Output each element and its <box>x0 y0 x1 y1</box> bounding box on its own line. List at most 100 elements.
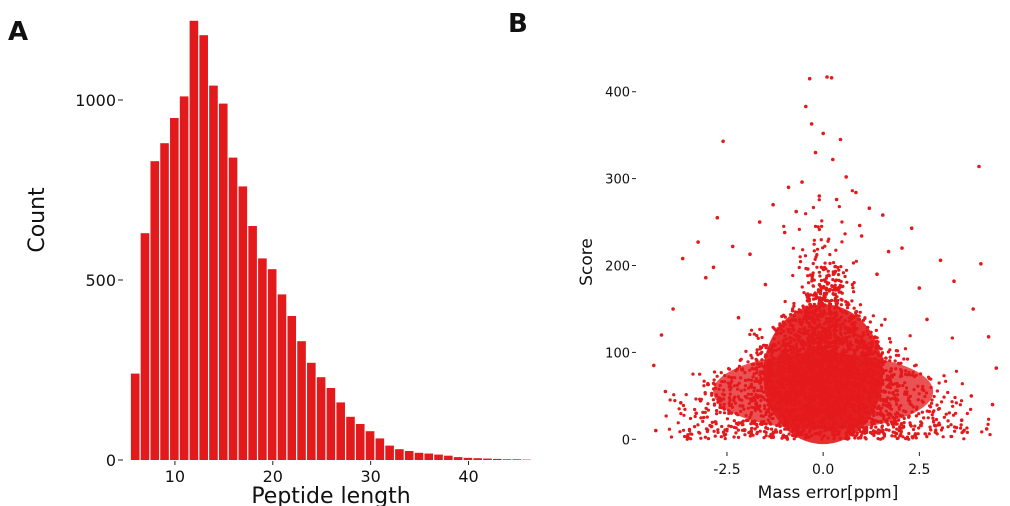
scatter-y-tick-label: 200 <box>605 260 630 275</box>
scatter-point <box>938 258 943 263</box>
scatter-point <box>748 252 752 256</box>
histogram-bar <box>483 458 492 460</box>
histogram-peptide-length: 0 500 1000 10 20 30 40 Count Peptide length <box>25 20 531 506</box>
histogram-bar <box>160 143 169 460</box>
scatter-point <box>804 104 808 109</box>
scatter-point <box>736 315 741 320</box>
histogram-bar <box>199 35 208 460</box>
histogram-bar <box>434 454 443 460</box>
scatter-point <box>984 427 989 431</box>
histogram-bar <box>140 233 150 460</box>
histogram-bar <box>444 455 453 460</box>
scatter-y-tick-label: 300 <box>605 173 630 188</box>
scatter-point <box>694 411 698 416</box>
scatter-point <box>867 206 872 210</box>
scatter-point <box>834 197 839 202</box>
histogram-bar <box>395 449 404 460</box>
scatter-point <box>881 213 885 217</box>
scatter-point <box>721 139 725 144</box>
scatter-point <box>663 389 668 394</box>
histogram-bar <box>307 362 316 460</box>
scatter-point <box>709 424 714 429</box>
histogram-x-ticks: 10 20 30 40 <box>165 461 479 486</box>
scatter-point <box>994 366 999 370</box>
scatter-point <box>977 164 981 169</box>
histogram-bar <box>512 459 522 460</box>
histogram-bar <box>502 459 512 460</box>
scatter-point <box>704 275 708 280</box>
scatter-point <box>829 76 834 80</box>
scatter-point <box>730 244 735 249</box>
scatter-point <box>659 333 664 337</box>
scatter-point <box>821 131 825 136</box>
histogram-bar <box>473 458 482 460</box>
histogram-bar <box>218 103 228 460</box>
scatter-point <box>959 418 964 423</box>
scatter-point <box>932 423 937 428</box>
histogram-bar <box>267 269 277 460</box>
histogram-bar <box>375 438 385 460</box>
histogram-bar <box>453 457 463 460</box>
scatter-point <box>652 363 656 368</box>
histogram-bar <box>297 341 306 460</box>
scatter-point <box>909 226 914 230</box>
scatter-x-tick-label: 0.0 <box>812 462 834 478</box>
histogram-bar <box>238 186 248 460</box>
histogram-x-tick-label: 10 <box>165 467 185 486</box>
scatter-point <box>925 317 929 322</box>
scatter-y-tick-label: 400 <box>605 86 630 101</box>
histogram-x-tick-label: 30 <box>360 467 380 486</box>
histogram-bar <box>424 453 434 460</box>
scatter-point <box>813 150 818 155</box>
panel-a-letter: A <box>8 17 28 47</box>
histogram-bars <box>130 20 531 461</box>
scatter-point <box>671 307 675 311</box>
scatter-density-cloud <box>664 189 992 445</box>
histogram-bar <box>463 457 473 460</box>
scatter-point <box>711 265 716 270</box>
scatter-x-axis-title: Mass error[ppm] <box>758 483 899 503</box>
histogram-y-tick-label: 0 <box>106 451 116 470</box>
scatter-point <box>680 256 685 261</box>
scatter-point <box>715 215 720 220</box>
scatter-y-tick-label: 0 <box>622 433 630 448</box>
histogram-bar <box>326 388 336 460</box>
scatter-points <box>652 75 999 433</box>
histogram-x-tick-label: 20 <box>263 467 283 486</box>
scatter-point <box>794 209 798 214</box>
scatter-point <box>986 335 991 339</box>
scatter-point <box>757 220 762 224</box>
histogram-x-tick-label: 40 <box>458 467 478 486</box>
scatter-point <box>807 76 812 81</box>
scatter-y-axis-title: Score <box>577 238 597 286</box>
scatter-point <box>831 157 835 162</box>
histogram-bar <box>277 294 287 460</box>
histogram-bar <box>258 258 267 460</box>
scatter-point <box>917 286 922 290</box>
histogram-bar <box>287 316 297 460</box>
scatter-point <box>900 246 904 250</box>
scatter-mass-error-vs-score: 0 100 200 300 400 -2.5 0.0 2.5 Score Mass erro… <box>577 75 999 503</box>
scatter-point <box>859 234 864 238</box>
histogram-bar <box>492 458 502 460</box>
histogram-x-axis-title: Peptide length <box>251 484 410 506</box>
histogram-y-axis-title: Count <box>25 187 50 253</box>
histogram-y-tick-label: 500 <box>85 271 116 290</box>
scatter-point <box>838 137 843 142</box>
scatter-point <box>886 249 891 254</box>
scatter-point <box>979 262 983 266</box>
scatter-point <box>817 194 822 198</box>
histogram-bar <box>170 118 179 460</box>
scatter-point <box>825 75 829 79</box>
scatter-point <box>679 401 683 405</box>
histogram-bar <box>414 452 424 460</box>
histogram-bar <box>228 157 238 460</box>
scatter-point <box>786 185 791 190</box>
scatter-point <box>800 180 804 184</box>
scatter-x-tick-label: 2.5 <box>908 462 930 478</box>
histogram-bar <box>336 402 345 460</box>
scatter-point <box>854 190 858 195</box>
histogram-bar <box>355 424 365 460</box>
histogram-bar <box>316 377 326 460</box>
scatter-point <box>809 122 814 126</box>
